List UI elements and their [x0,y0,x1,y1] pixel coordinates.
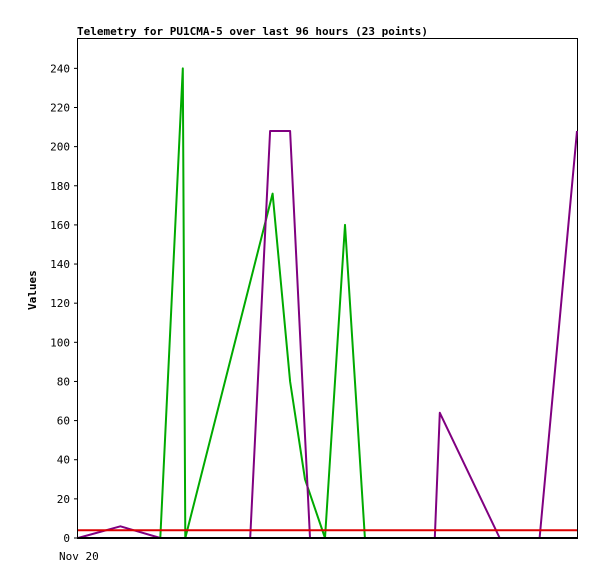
y-axis-label: Values [26,270,39,310]
y-tick-label: 60 [57,415,70,428]
y-tick-label: 20 [57,493,70,506]
y-tick-label: 140 [50,258,70,271]
y-tick-label: 80 [57,375,70,388]
y-tick-label: 180 [50,180,70,193]
y-tick-label: 200 [50,141,70,154]
y-tick-label: 100 [50,336,70,349]
plot-area [77,38,578,539]
y-tick-label: 160 [50,219,70,232]
y-tick-label: 220 [50,101,70,114]
y-tick-label: 0 [63,532,70,545]
series-line-1 [159,67,577,539]
y-tick-label: 240 [50,62,70,75]
y-tick-label: 120 [50,297,70,310]
y-tick-label: 40 [57,454,70,467]
y-axis-ticks: 0 20 40 60 80 100 120 140 160 180 200 220 240 [50,62,78,545]
chart-title: Telemetry for PU1CMA-5 over last 96 hour… [77,25,428,38]
x-tick-label: Nov 20 [59,550,99,563]
series-layer [77,67,578,539]
